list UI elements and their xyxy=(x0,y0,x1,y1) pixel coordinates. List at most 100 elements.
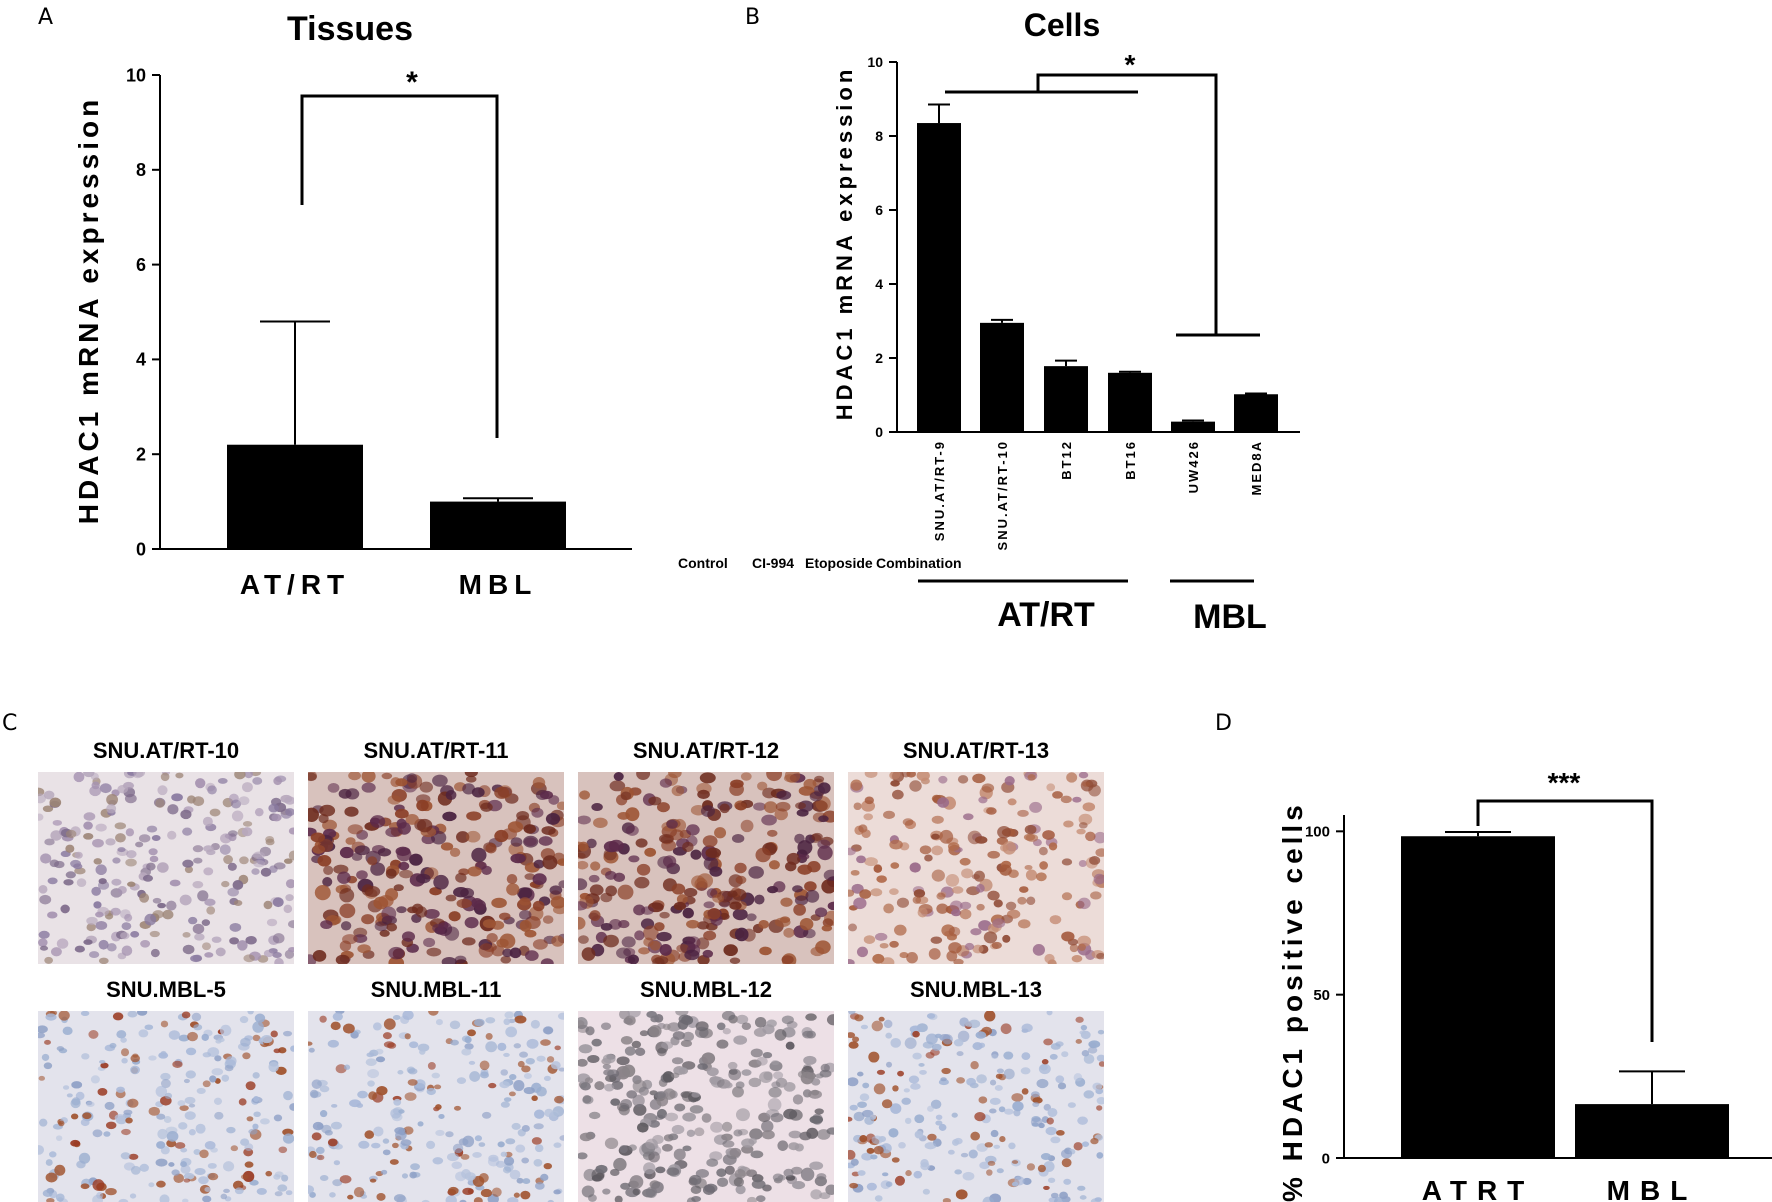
cell-nucleus xyxy=(110,907,121,916)
cell-nucleus xyxy=(1072,796,1082,803)
cell-nucleus xyxy=(139,893,150,903)
cell-nucleus xyxy=(201,942,211,951)
cell-nucleus xyxy=(533,859,545,869)
cell-nucleus xyxy=(1017,919,1031,929)
cell-nucleus xyxy=(735,1081,745,1089)
micrograph-label: SNU.MBL-13 xyxy=(910,977,1042,1002)
cell-nucleus xyxy=(86,1101,95,1107)
cell-nucleus xyxy=(579,790,591,800)
cell-nucleus xyxy=(870,888,883,897)
cell-nucleus xyxy=(1061,858,1073,866)
cell-nucleus xyxy=(1078,813,1093,825)
cell-nucleus xyxy=(187,1031,198,1042)
cell-nucleus xyxy=(1060,1149,1073,1159)
cell-nucleus xyxy=(1081,1141,1090,1147)
cell-nucleus xyxy=(550,1110,559,1118)
cell-nucleus xyxy=(1038,1122,1045,1129)
cell-nucleus xyxy=(86,916,98,925)
cell-nucleus xyxy=(337,871,351,884)
cell-nucleus xyxy=(252,1021,264,1033)
cell-nucleus xyxy=(974,836,988,844)
cell-nucleus xyxy=(201,1033,209,1041)
cell-nucleus xyxy=(972,944,984,954)
cell-nucleus xyxy=(783,1082,796,1092)
cell-nucleus xyxy=(201,919,211,927)
cell-nucleus xyxy=(976,903,985,911)
cell-nucleus xyxy=(123,1109,133,1116)
cell-nucleus xyxy=(488,1082,497,1089)
cell-nucleus xyxy=(410,1163,420,1171)
cell-nucleus xyxy=(1004,1108,1014,1115)
cell-nucleus xyxy=(690,849,702,860)
cell-nucleus xyxy=(809,1161,824,1170)
cell-nucleus xyxy=(74,867,86,875)
cell-nucleus xyxy=(106,803,117,814)
cell-nucleus xyxy=(308,1041,313,1046)
cell-nucleus xyxy=(974,1112,986,1122)
cell-nucleus xyxy=(388,946,405,960)
cell-nucleus xyxy=(913,1170,923,1179)
cell-nucleus xyxy=(283,1090,293,1101)
cell-nucleus xyxy=(192,923,205,934)
cell-nucleus xyxy=(936,903,949,914)
cell-nucleus xyxy=(319,1110,328,1118)
cell-nucleus xyxy=(206,906,216,915)
bar-6 xyxy=(1234,394,1278,432)
cell-nucleus xyxy=(453,1105,462,1111)
cell-nucleus xyxy=(140,939,151,948)
cell-nucleus xyxy=(432,923,444,933)
cell-nucleus xyxy=(499,912,511,921)
cell-nucleus xyxy=(308,1185,315,1194)
cell-nucleus xyxy=(366,1052,375,1058)
cell-nucleus xyxy=(954,1169,962,1175)
cell-nucleus xyxy=(666,1167,680,1176)
cell-nucleus xyxy=(80,1011,90,1016)
cell-nucleus xyxy=(127,1098,139,1108)
cell-nucleus xyxy=(415,906,428,918)
x-category-label: MBL xyxy=(1607,1175,1698,1202)
cell-nucleus xyxy=(445,1195,457,1202)
cell-nucleus xyxy=(309,1150,317,1159)
cell-nucleus xyxy=(273,1048,281,1054)
cell-nucleus xyxy=(38,1075,45,1081)
cell-nucleus xyxy=(604,1083,615,1092)
cell-nucleus xyxy=(803,1055,817,1065)
cell-nucleus xyxy=(1041,1059,1049,1065)
cell-nucleus xyxy=(273,1174,281,1180)
cell-nucleus xyxy=(499,1081,510,1089)
cell-nucleus xyxy=(45,1013,57,1021)
cell-nucleus xyxy=(733,1035,748,1045)
cell-nucleus xyxy=(652,957,665,964)
cell-nucleus xyxy=(700,805,716,817)
bar-2 xyxy=(1575,1104,1729,1158)
cell-nucleus xyxy=(686,1129,696,1138)
cell-nucleus xyxy=(689,1174,702,1186)
cell-nucleus xyxy=(209,808,221,817)
cell-nucleus xyxy=(406,1066,416,1074)
cell-nucleus xyxy=(758,919,770,929)
cell-nucleus xyxy=(272,897,284,908)
cell-nucleus xyxy=(732,908,748,921)
cell-nucleus xyxy=(526,1038,539,1049)
cell-nucleus xyxy=(1021,1023,1033,1033)
cell-nucleus xyxy=(103,1131,111,1137)
cell-nucleus xyxy=(471,787,485,798)
cell-nucleus xyxy=(532,939,548,950)
cell-nucleus xyxy=(777,1140,789,1151)
cell-nucleus xyxy=(890,772,901,780)
cell-nucleus xyxy=(250,772,262,777)
panel-letter-d: D xyxy=(1215,711,1232,736)
cell-nucleus xyxy=(243,954,255,963)
cell-nucleus xyxy=(666,819,678,829)
cell-nucleus xyxy=(444,926,460,941)
cell-nucleus xyxy=(196,1087,206,1094)
cell-nucleus xyxy=(507,821,524,833)
cell-nucleus xyxy=(890,780,900,787)
cell-nucleus xyxy=(503,1156,515,1166)
cell-nucleus xyxy=(118,1198,129,1202)
cell-nucleus xyxy=(1050,1192,1059,1199)
cell-nucleus xyxy=(910,1083,921,1090)
cell-nucleus xyxy=(56,938,69,949)
cell-nucleus xyxy=(183,1172,195,1180)
cell-nucleus xyxy=(848,1116,853,1122)
